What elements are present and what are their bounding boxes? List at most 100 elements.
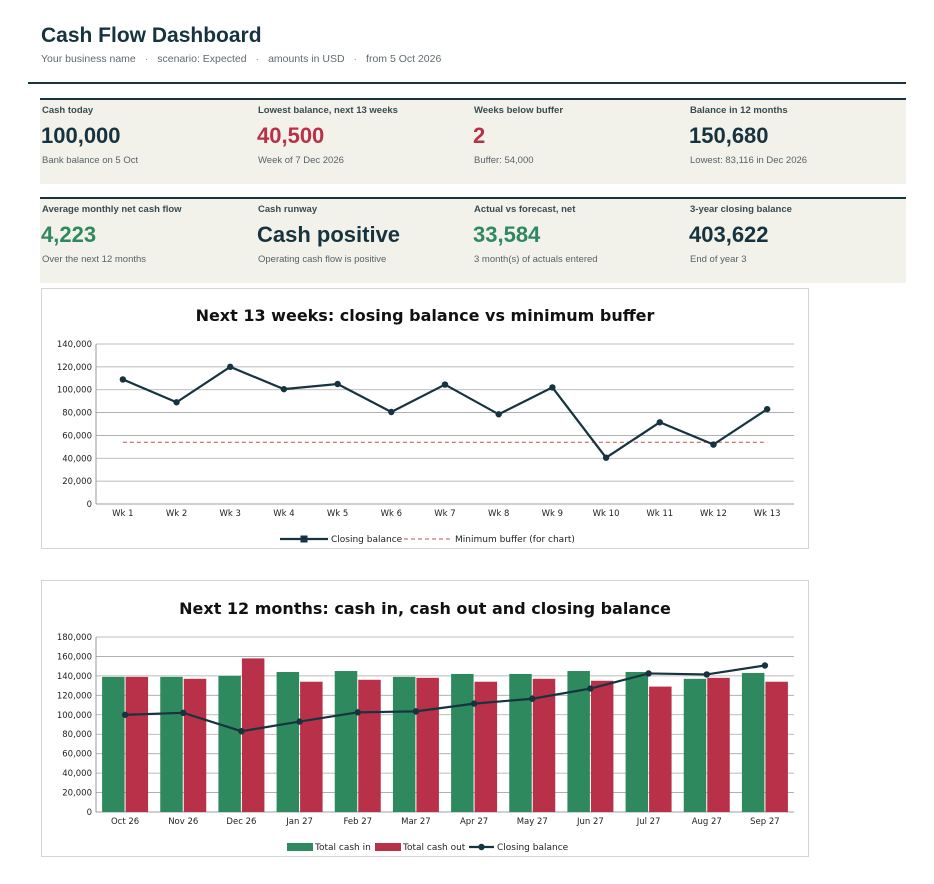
chart-title: Next 12 months: cash in, cash out and cl… xyxy=(179,599,671,618)
cash-in-bar xyxy=(683,678,707,812)
cash-out-bar xyxy=(649,686,672,812)
monthly-cash-chart: Next 12 months: cash in, cash out and cl… xyxy=(41,580,809,857)
cash-out-bar xyxy=(358,679,381,812)
legend-cash-out-label: Total cash out xyxy=(402,843,466,853)
kpi-3-year-closing: 3-year closing balance 403,622 End of ye… xyxy=(688,199,898,283)
legend-closing-balance-label: Closing balance xyxy=(331,535,403,545)
kpi-note: End of year 3 xyxy=(690,254,747,265)
y-tick-label: 120,000 xyxy=(57,691,92,701)
y-tick-label: 140,000 xyxy=(57,340,92,350)
y-tick-label: 160,000 xyxy=(57,652,92,662)
kpi-value: 33,584 xyxy=(473,222,541,247)
x-tick-label: Wk 9 xyxy=(542,509,563,519)
cash-out-bar xyxy=(241,658,265,812)
kpi-row-1: Cash today 100,000 Bank balance on 5 Oct… xyxy=(40,98,906,184)
start-date-label: from 5 Oct 2026 xyxy=(366,53,442,65)
legend-cash-out-swatch xyxy=(375,843,401,851)
kpi-label: Weeks below buffer xyxy=(474,105,564,116)
y-tick-label: 100,000 xyxy=(57,711,92,721)
kpi-row-2: Average monthly net cash flow 4,223 Over… xyxy=(40,197,906,283)
y-tick-label: 20,000 xyxy=(62,477,92,487)
x-tick-label: Jul 27 xyxy=(636,817,661,827)
y-tick-label: 140,000 xyxy=(57,672,92,682)
monthly-cash-chart-svg: Next 12 months: cash in, cash out and cl… xyxy=(57,599,794,853)
cash-in-bar xyxy=(625,672,649,812)
kpi-label: Lowest balance, next 13 weeks xyxy=(258,105,398,116)
x-tick-label: Wk 12 xyxy=(700,509,727,519)
kpi-value: 403,622 xyxy=(689,222,769,247)
closing-balance-point xyxy=(296,718,303,725)
kpi-value: 2 xyxy=(473,123,486,148)
cash-in-bar xyxy=(741,672,765,812)
y-tick-label: 20,000 xyxy=(62,789,92,799)
kpi-note: 3 month(s) of actuals entered xyxy=(474,254,598,265)
legend-closing-balance-marker xyxy=(300,535,308,543)
closing-balance-point xyxy=(334,380,341,388)
kpi-label: Cash today xyxy=(42,105,94,116)
cash-in-bar xyxy=(218,675,241,812)
closing-balance-point xyxy=(549,384,556,391)
x-tick-label: Wk 7 xyxy=(434,509,455,519)
cash-out-bar xyxy=(125,676,149,812)
legend-cash-in-swatch xyxy=(287,843,313,851)
kpi-note: Operating cash flow is positive xyxy=(258,254,387,265)
closing-balance-point xyxy=(470,700,478,707)
x-tick-label: Feb 27 xyxy=(343,817,372,827)
cash-out-bar xyxy=(474,681,498,812)
x-tick-label: Wk 10 xyxy=(593,509,620,519)
cash-in-bar xyxy=(276,672,300,812)
kpi-avg-net-cash-flow: Average monthly net cash flow 4,223 Over… xyxy=(40,199,250,283)
page-title: Cash Flow Dashboard xyxy=(41,24,262,47)
x-tick-label: Wk 13 xyxy=(754,509,781,519)
kpi-label: Actual vs forecast, net xyxy=(474,204,576,215)
closing-balance-point xyxy=(354,709,361,716)
cash-in-bar xyxy=(451,673,474,812)
kpi-label: Average monthly net cash flow xyxy=(42,204,182,215)
y-tick-label: 60,000 xyxy=(62,750,92,760)
closing-balance-point xyxy=(119,376,127,383)
closing-balance-point xyxy=(763,405,771,413)
y-tick-label: 80,000 xyxy=(62,409,92,419)
x-tick-label: Wk 2 xyxy=(166,509,187,519)
x-tick-label: Wk 8 xyxy=(488,509,509,519)
kpi-weeks-below-buffer: Weeks below buffer 2 Buffer: 54,000 xyxy=(472,100,682,184)
header-divider xyxy=(28,82,906,84)
y-tick-label: 40,000 xyxy=(62,769,92,779)
kpi-value: 100,000 xyxy=(41,123,121,148)
y-tick-label: 80,000 xyxy=(62,730,92,740)
legend-buffer-label: Minimum buffer (for chart) xyxy=(455,535,575,545)
kpi-label: Cash runway xyxy=(258,204,318,215)
closing-balance-point xyxy=(180,709,187,717)
x-tick-label: Aug 27 xyxy=(692,817,722,827)
y-tick-label: 100,000 xyxy=(57,386,92,396)
closing-balance-point xyxy=(761,662,769,669)
x-tick-label: Nov 26 xyxy=(168,817,198,827)
y-tick-label: 0 xyxy=(87,500,92,510)
closing-balance-point xyxy=(587,685,594,692)
closing-balance-point xyxy=(441,381,449,388)
cash-out-bar xyxy=(590,680,614,812)
x-tick-label: Wk 6 xyxy=(381,509,402,519)
closing-balance-point xyxy=(703,671,710,678)
kpi-cash-today: Cash today 100,000 Bank balance on 5 Oct xyxy=(40,100,250,184)
x-tick-label: Wk 5 xyxy=(327,509,348,519)
kpi-balance-12-months: Balance in 12 months 150,680 Lowest: 83,… xyxy=(688,100,898,184)
kpi-note: Buffer: 54,000 xyxy=(474,155,534,166)
weekly-balance-chart: Next 13 weeks: closing balance vs minimu… xyxy=(41,288,809,549)
closing-balance-point xyxy=(280,385,288,393)
cash-in-bar xyxy=(334,671,358,812)
cash-in-bar xyxy=(509,673,532,812)
kpi-note: Bank balance on 5 Oct xyxy=(42,155,139,166)
cash-out-bar xyxy=(532,678,556,812)
x-tick-label: Mar 27 xyxy=(401,817,431,827)
closing-balance-point xyxy=(645,670,652,677)
x-tick-label: Wk 3 xyxy=(220,509,241,519)
kpi-value: Cash positive xyxy=(257,222,401,247)
kpi-value: 4,223 xyxy=(41,222,97,247)
cash-out-bar xyxy=(416,677,439,812)
x-tick-label: May 27 xyxy=(517,817,548,827)
kpi-cash-runway: Cash runway Cash positive Operating cash… xyxy=(256,199,466,283)
closing-balance-point xyxy=(121,711,129,718)
kpi-label: Balance in 12 months xyxy=(690,105,788,116)
kpi-note: Lowest: 83,116 in Dec 2026 xyxy=(690,155,808,166)
